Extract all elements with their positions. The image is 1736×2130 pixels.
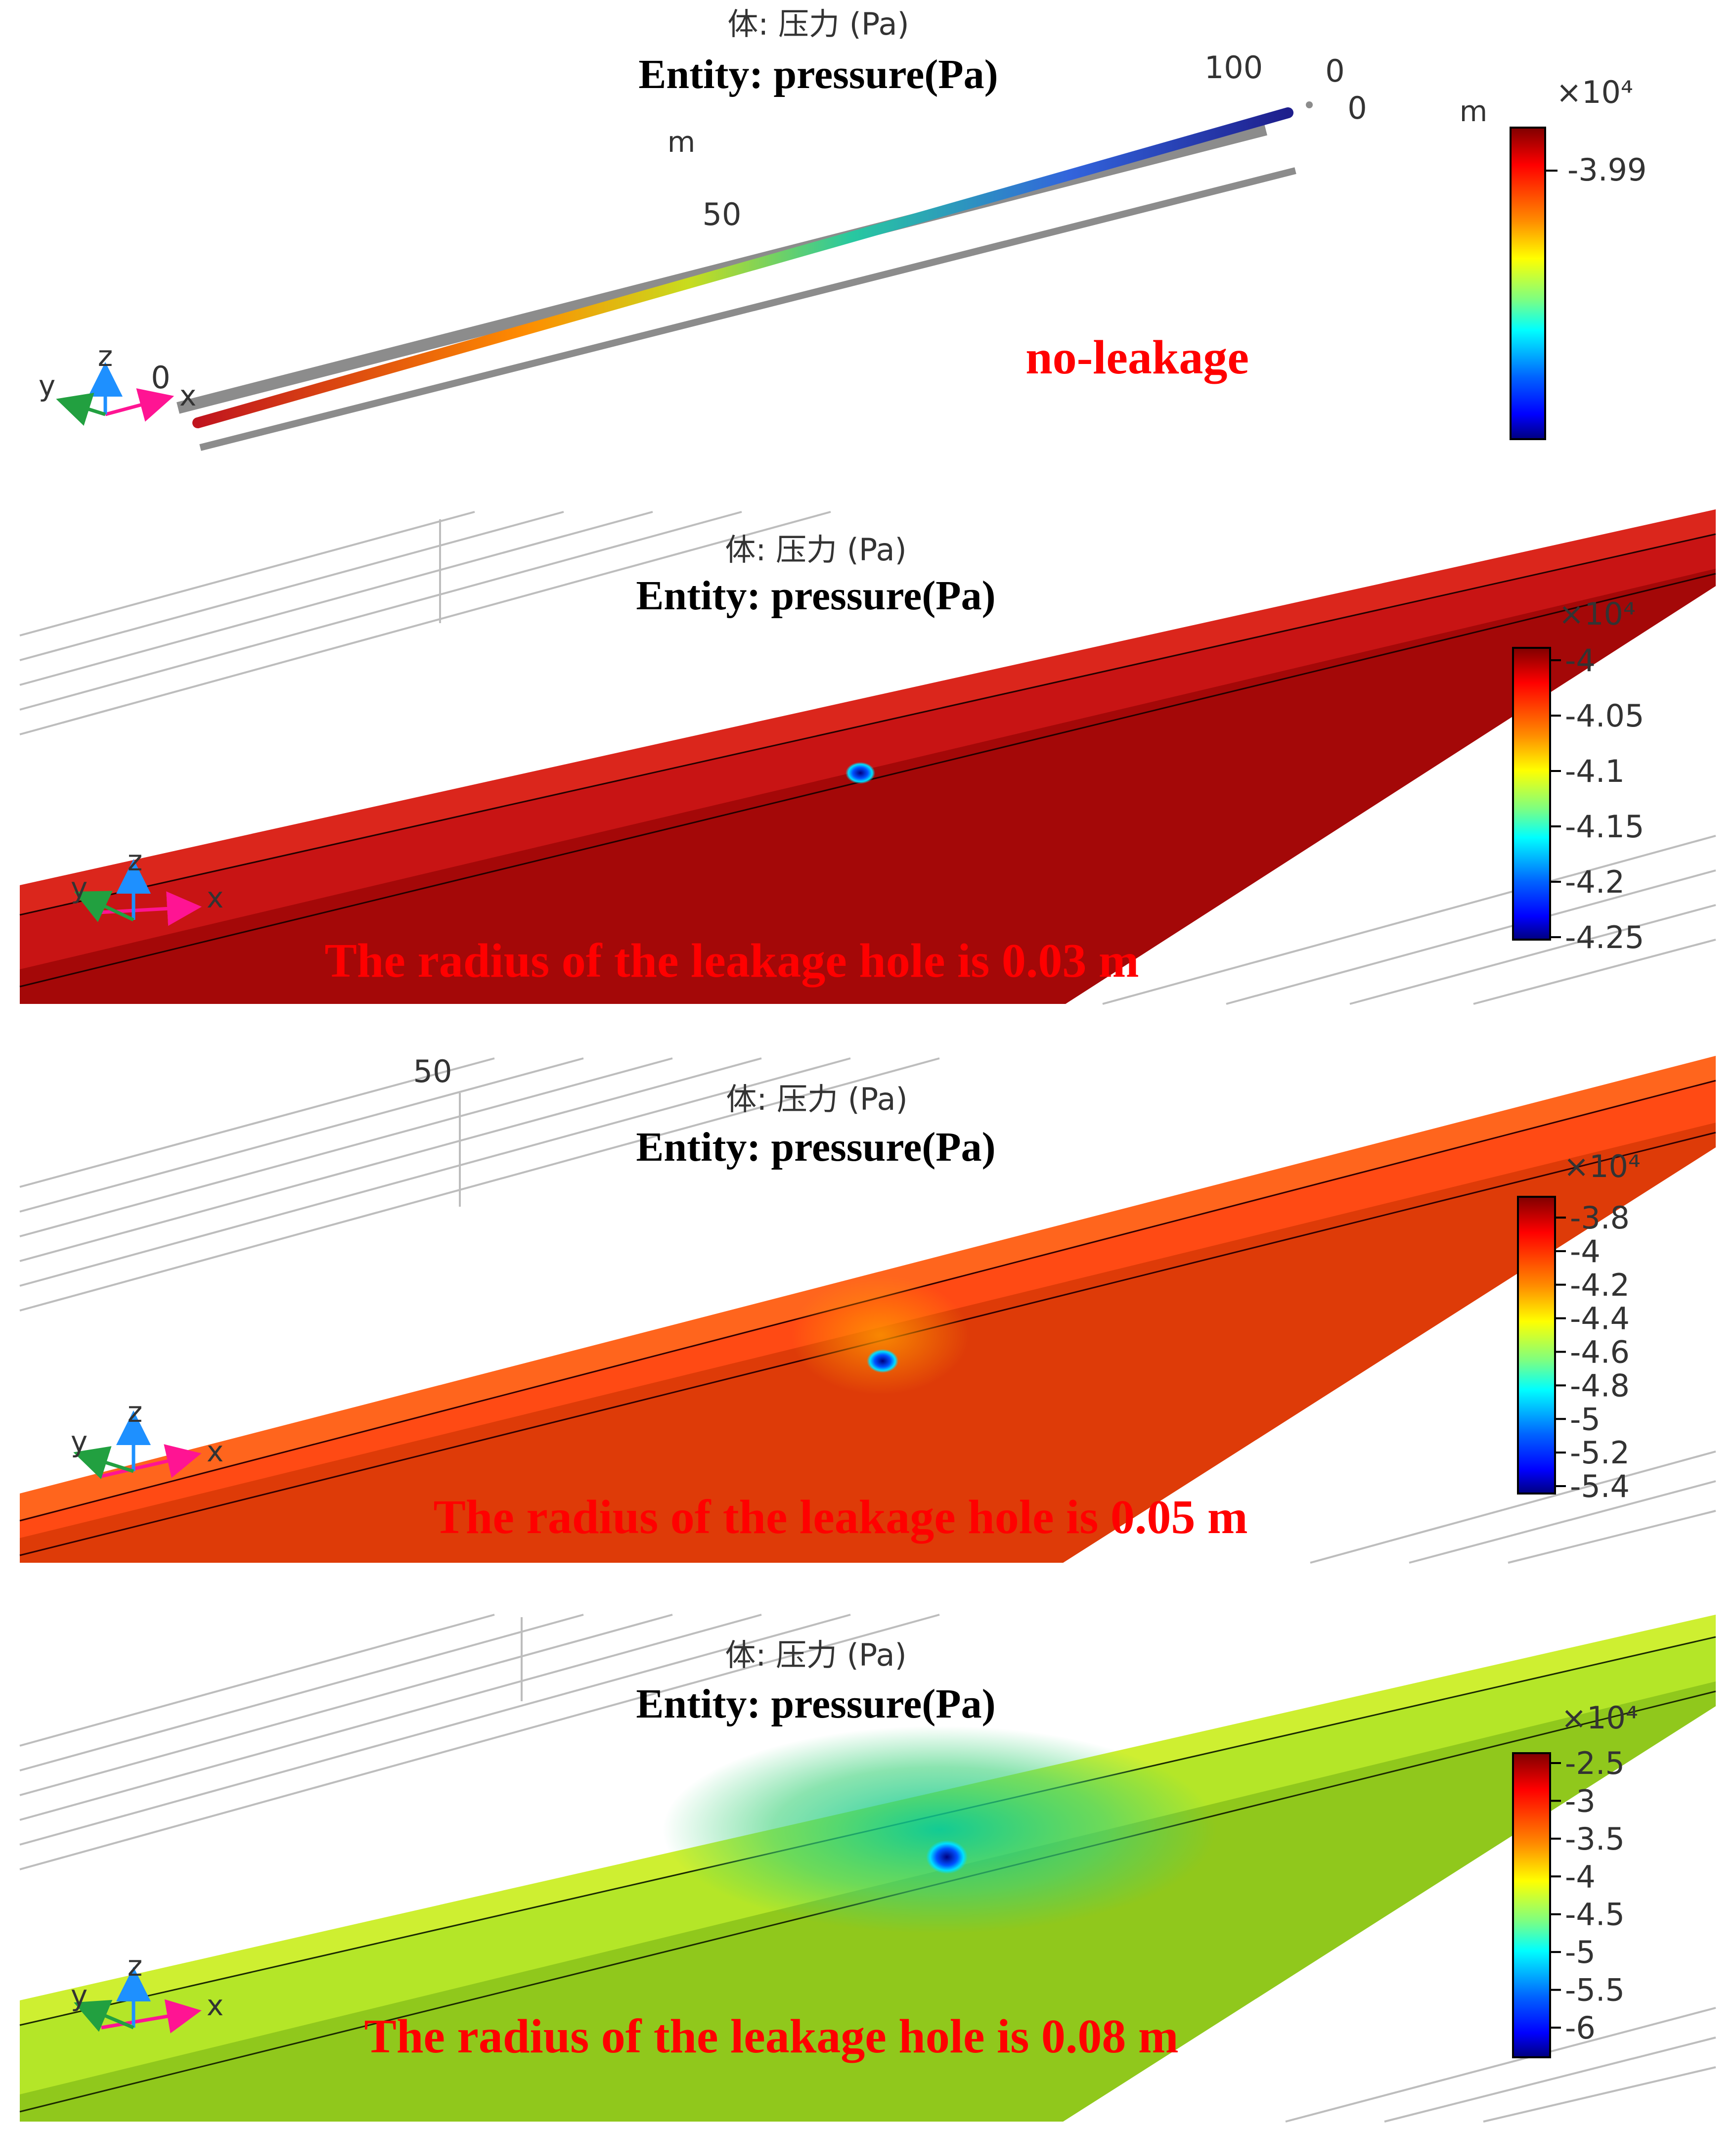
colorbar-hole-0.05: ×10⁴ [1517, 1148, 1641, 1495]
axis-z-label: z [128, 844, 142, 877]
scale-label-100: 100 [1204, 49, 1263, 86]
colorbar-no-leakage: m ×10⁴ -3.99 [1460, 74, 1647, 440]
title-english: Entity: pressure(Pa) [638, 51, 998, 97]
axis-y-label: y [71, 1425, 88, 1458]
colorbar-hole-0.03: ×10⁴ [1512, 596, 1636, 941]
colorbar-tick: -3.99 [1567, 152, 1647, 188]
colorbar-tick-label: -4.5 [1565, 1897, 1625, 1933]
scale-label-0-near: 0 [151, 360, 170, 396]
axis-y-label: y [39, 369, 55, 403]
colorbar-exponent: ×10⁴ [1563, 1148, 1641, 1184]
colorbar-tick-label: -4.25 [1565, 919, 1644, 955]
scale-label-50: 50 [703, 196, 742, 232]
background-grid [19, 1614, 1716, 2123]
caption-hole-0.03: The radius of the leakage hole is 0.03 m [325, 934, 1139, 988]
background-grid [19, 511, 1716, 1005]
colorbar-tick-label: -4.6 [1570, 1334, 1630, 1370]
colorbar-tick-label: -4.2 [1565, 864, 1625, 900]
axis-z-label: z [98, 339, 113, 373]
axis-y-label: y [71, 871, 88, 905]
panel-hole-0.03: 体: 压力 (Pa) Entity: pressure(Pa) x z y Th… [19, 509, 1716, 1005]
colorbar-tick-label: -5 [1565, 1934, 1596, 1970]
title-chinese: 体: 压力 (Pa) [725, 1637, 906, 1673]
pipe-no-leakage [192, 107, 1293, 428]
axis-y-label: y [71, 1979, 88, 2012]
pressure-glow [663, 1726, 1216, 1934]
axis-triad: x z y [71, 844, 223, 926]
axis-triad: x z y [71, 1395, 223, 1480]
title-chinese: 体: 压力 (Pa) [726, 1081, 907, 1117]
title-chinese: 体: 压力 (Pa) [725, 532, 906, 568]
colorbar-tick-label: -3.5 [1565, 1821, 1625, 1857]
pipe-top-highlight [20, 509, 1716, 915]
axis-x-label: x [207, 881, 223, 914]
scale-label-0-a: 0 [1325, 53, 1344, 89]
leakage-hole [846, 762, 875, 784]
colorbar-tick-label: -5 [1570, 1401, 1601, 1437]
grid-label-50: 50 [413, 1053, 452, 1089]
title-english: Entity: pressure(Pa) [636, 573, 995, 619]
scale-label-0-b: 0 [1347, 90, 1367, 126]
colorbar-tick-label: -4 [1570, 1233, 1601, 1269]
caption-hole-0.05: The radius of the leakage hole is 0.05 m [434, 1491, 1248, 1544]
colorbar-tick-label: -5.5 [1565, 1972, 1625, 2008]
colorbar-exponent: ×10⁴ [1558, 596, 1636, 632]
colorbar-tick-label: -5.2 [1570, 1435, 1630, 1471]
colorbar-exponent: ×10⁴ [1561, 1700, 1638, 1736]
colorbar-tick-label: -2.5 [1565, 1745, 1625, 1781]
colorbar-tick-label: -4.8 [1570, 1367, 1630, 1404]
colorbar-tick-label: -4 [1565, 642, 1596, 679]
colorbar-tick-label: -3.8 [1570, 1200, 1630, 1236]
colorbar-ticks: -4 -4.05 -4.1 -4.15 -4.2 -4.25 [1550, 642, 1644, 955]
colorbar-tick-label: -4.15 [1565, 809, 1644, 845]
panel-no-leakage: 体: 压力 (Pa) Entity: pressure(Pa) 100 0 0 … [39, 6, 1647, 451]
axis-z-label: z [128, 1949, 142, 1983]
scale-dot [1306, 101, 1313, 108]
scale-label-m: m [668, 125, 696, 159]
colorbar-tick-label: -3 [1565, 1783, 1596, 1819]
colorbar-ticks: -3.8-4-4.2-4.4-4.6-4.8-5-5.2-5.4 [1555, 1200, 1630, 1504]
caption-hole-0.08: The radius of the leakage hole is 0.08 m [364, 2010, 1179, 2063]
panel-hole-0.08: 体: 压力 (Pa) Entity: pressure(Pa) x z y Th… [19, 1614, 1716, 2123]
colorbar-tick-label: -4.05 [1565, 698, 1644, 734]
title-english: Entity: pressure(Pa) [636, 1681, 995, 1727]
background-grid [19, 1057, 1716, 1564]
colorbar-ticks: -2.5-3-3.5-4-4.5-5-5.5-6 [1550, 1745, 1625, 2046]
guide-rail-lower [199, 167, 1296, 451]
leakage-hole [926, 1840, 968, 1874]
colorbar-tick-label: -4.2 [1570, 1267, 1630, 1303]
axis-x-label: x [207, 1435, 223, 1468]
colorbar-unit: m [1460, 94, 1488, 128]
axis-triad: x z y [71, 1949, 223, 2034]
pressure-glow [791, 1276, 969, 1395]
axis-x-label: x [207, 1989, 223, 2022]
leakage-hole [867, 1349, 898, 1373]
axis-x-label: x [179, 379, 196, 412]
title-chinese: 体: 压力 (Pa) [727, 6, 909, 42]
panel-hole-0.05: 50 体: 压力 (Pa) Entity: pressure(Pa) x z y… [19, 1053, 1716, 1564]
colorbar-tick-label: -4.1 [1565, 753, 1625, 789]
colorbar-tick-label: -4.4 [1570, 1301, 1630, 1337]
axis-z-label: z [128, 1395, 142, 1429]
colorbar-tick-label: -6 [1565, 2010, 1596, 2046]
caption-no-leakage: no-leakage [1025, 331, 1249, 384]
axis-triad: x z y [39, 339, 196, 426]
pipe-edge-line [19, 533, 1716, 916]
colorbar-tick-label: -4 [1565, 1858, 1596, 1895]
title-english: Entity: pressure(Pa) [636, 1124, 995, 1170]
colorbar-exponent: ×10⁴ [1556, 74, 1633, 110]
colorbar-hole-0.08: ×10⁴ [1512, 1700, 1638, 2058]
colorbar-tick-label: -5.4 [1570, 1468, 1630, 1504]
